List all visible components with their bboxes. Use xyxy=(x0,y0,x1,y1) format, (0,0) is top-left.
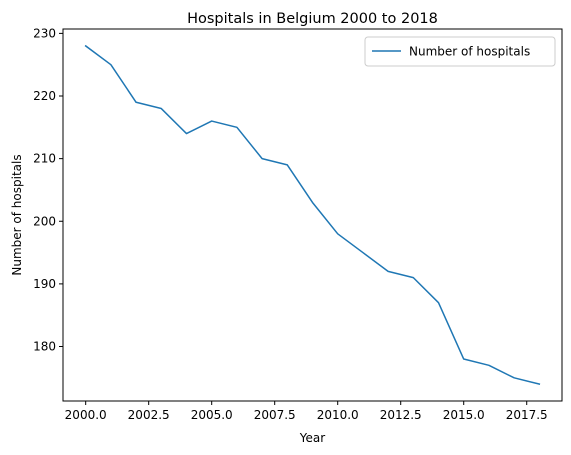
legend-box xyxy=(364,36,556,67)
x-tick-label: 2005.0 xyxy=(191,408,233,422)
x-tick-label: 2015.0 xyxy=(443,408,485,422)
x-tick-label: 2012.5 xyxy=(380,408,422,422)
x-axis-ticks: 2000.0 2002.5 2005.0 2007.5 2010.0 2012.5 2015… xyxy=(65,401,548,422)
plot-frame xyxy=(62,28,563,402)
y-tick-label: 230 xyxy=(33,26,56,40)
x-tick-label: 2007.5 xyxy=(254,408,296,422)
x-tick-label: 2017.5 xyxy=(506,408,548,422)
x-tick-label: 2002.5 xyxy=(128,408,170,422)
y-tick-label: 200 xyxy=(33,214,56,228)
x-tick-label: 2010.0 xyxy=(317,408,359,422)
y-tick-label: 180 xyxy=(33,340,56,354)
series-line-0 xyxy=(84,44,541,385)
x-tick-label: 2000.0 xyxy=(65,408,107,422)
legend: Number of hospitals xyxy=(364,36,556,67)
legend-label-number-of-hospitals: Number of hospitals xyxy=(409,45,530,59)
y-tick-label: 190 xyxy=(33,277,56,291)
series-layer xyxy=(84,44,541,385)
chart-title: Hospitals in Belgium 2000 to 2018 xyxy=(187,11,438,27)
y-tick-label: 210 xyxy=(33,152,56,166)
plot-area: 2000.0 2002.5 2005.0 2007.5 2010.0 2012.5 2015… xyxy=(33,26,563,422)
y-axis-ticks: 180 190 200 210 220 230 xyxy=(33,26,63,354)
y-axis-title: Number of hospitals xyxy=(10,154,24,275)
y-tick-label: 220 xyxy=(33,89,56,103)
x-axis-title: Year xyxy=(299,431,325,445)
